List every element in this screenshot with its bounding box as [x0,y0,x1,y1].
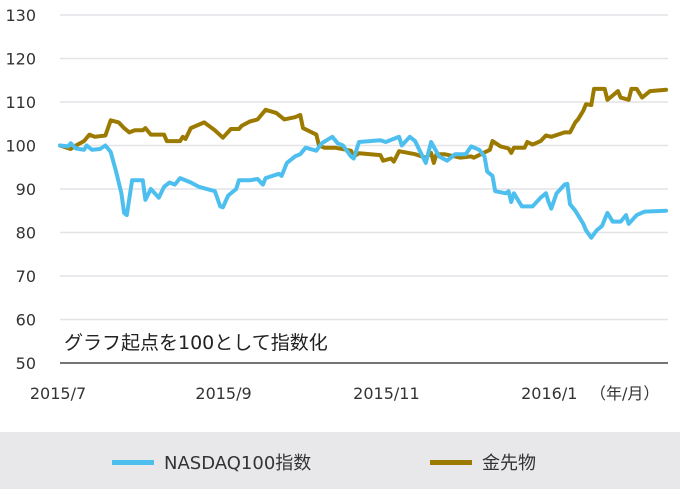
legend-label-gold: 金先物 [482,453,536,474]
x-tick-label: 2016/1 [521,384,577,403]
x-axis-unit-label: （年/月） [590,384,659,403]
series-lines [58,86,669,240]
x-tick-label: 2015/9 [195,384,251,403]
y-tick-label: 130 [5,6,36,25]
y-tick-label: 50 [16,354,36,373]
y-tick-label: 90 [16,180,36,199]
legend: NASDAQ100指数 金先物 [0,432,680,489]
legend-label-nasdaq: NASDAQ100指数 [164,453,312,474]
y-tick-label: 110 [5,93,36,112]
legend-item-gold: 金先物 [430,449,536,475]
legend-swatch-nasdaq [112,459,154,465]
legend-item-nasdaq: NASDAQ100指数 [112,449,311,475]
legend-swatch-gold [430,459,472,465]
y-tick-label: 60 [16,311,36,330]
y-tick-label: 100 [5,137,36,156]
y-axis-ticks: 50 60 70 80 90 100 110 120 130 [5,6,36,373]
y-tick-label: 70 [16,267,36,286]
y-tick-label: 80 [16,224,36,243]
x-tick-label: 2015/11 [353,384,419,403]
y-tick-label: 120 [5,50,36,69]
x-axis-ticks: 2015/7 2015/9 2015/11 2016/1 [30,384,578,403]
x-tick-label: 2015/7 [30,384,86,403]
series-line-gold [58,86,669,165]
series-line-nasdaq [58,134,669,240]
annotation-text: グラフ起点を100として指数化 [64,332,328,354]
